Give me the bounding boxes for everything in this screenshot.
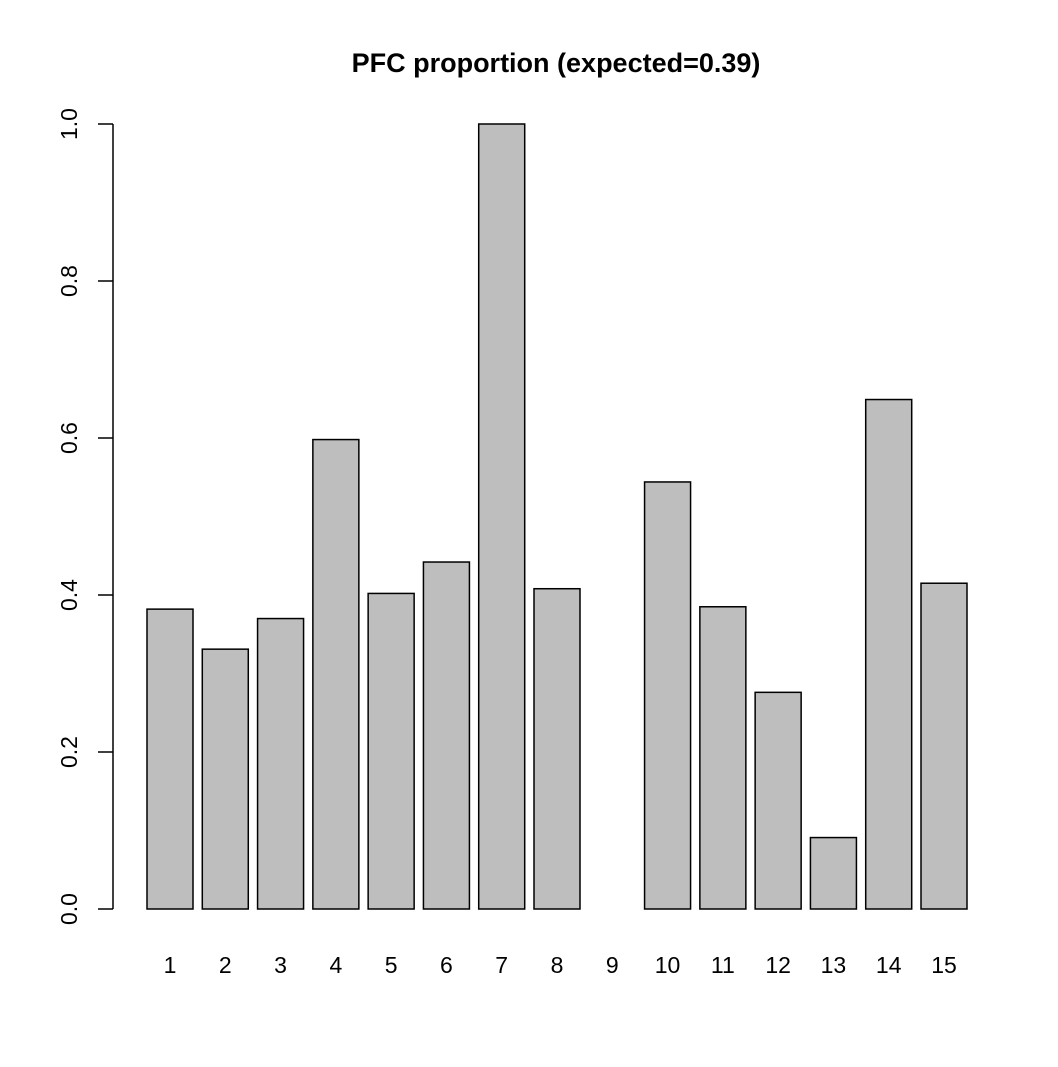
y-tick-label: 0.6 [56,422,82,454]
x-tick-label-14: 14 [876,952,902,978]
x-tick-label-13: 13 [821,952,847,978]
bar-13 [809,836,858,910]
x-axis-labels: 1 2 3 4 5 6 7 8 9 10 11 12 13 14 15 [164,952,957,978]
x-tick-label-8: 8 [551,952,564,978]
x-tick-label-9: 9 [606,952,619,978]
bar-3 [256,617,305,910]
bar-11 [699,606,747,910]
bar-8 [533,587,581,910]
x-tick-label-11: 11 [711,952,735,978]
bar-1 [146,608,194,910]
bar-2 [201,648,250,910]
x-tick-label-12: 12 [765,952,791,978]
y-tick-label: 0.8 [56,265,82,297]
x-tick-label-15: 15 [931,952,957,978]
bar-12 [754,691,802,910]
x-tick-label-2: 2 [219,952,232,978]
x-tick-label-10: 10 [655,952,681,978]
bar-15 [920,582,968,910]
x-tick-label-7: 7 [495,952,508,978]
y-tick-label: 1.0 [56,108,82,140]
y-tick-label: 0.2 [56,736,82,768]
bar-14 [864,398,913,910]
x-tick-label-4: 4 [329,952,342,978]
bar-4 [312,438,360,910]
x-tick-label-3: 3 [274,952,287,978]
y-axis: 0.0 0.2 0.4 0.6 0.8 1.0 [56,108,114,925]
x-tick-label-5: 5 [385,952,398,978]
bar-10 [643,481,692,910]
x-tick-label-6: 6 [440,952,453,978]
x-tick-label-1: 1 [164,952,177,978]
bar-5 [367,592,415,910]
bars-layer [146,123,968,910]
y-tick-label: 0.0 [56,893,82,925]
bar-6 [422,561,471,910]
bar-7 [477,123,526,910]
y-tick-label: 0.4 [56,579,82,611]
chart-title: PFC proportion (expected=0.39) [352,48,761,78]
